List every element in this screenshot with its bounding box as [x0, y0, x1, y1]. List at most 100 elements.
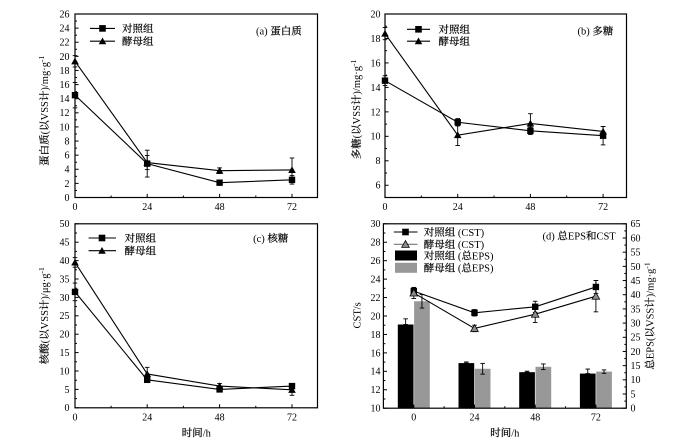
svg-text:(: ( — [352, 134, 363, 138]
svg-text:48: 48 — [215, 202, 225, 213]
svg-text:26: 26 — [60, 9, 70, 20]
svg-text:(b): (b) — [578, 27, 593, 38]
svg-text:18: 18 — [60, 66, 70, 77]
svg-text:0: 0 — [383, 202, 388, 213]
svg-text:18: 18 — [371, 34, 381, 45]
svg-text:)/mg·g: )/mg·g — [646, 268, 657, 297]
svg-text:(: ( — [455, 264, 462, 275]
svg-text:EPS: EPS — [568, 232, 586, 243]
svg-text:VSS: VSS — [352, 105, 363, 124]
svg-text:48: 48 — [215, 413, 225, 424]
svg-text:15: 15 — [631, 361, 641, 372]
svg-text:-1: -1 — [643, 262, 652, 269]
svg-text:VSS: VSS — [646, 308, 657, 327]
svg-text:25: 25 — [631, 333, 641, 344]
svg-text:20: 20 — [60, 330, 70, 341]
svg-text:72: 72 — [591, 413, 601, 424]
svg-text:10: 10 — [60, 122, 70, 133]
svg-text:26: 26 — [371, 256, 381, 267]
svg-text:72: 72 — [287, 413, 297, 424]
svg-text:0: 0 — [411, 413, 416, 424]
svg-text:28: 28 — [371, 238, 381, 249]
svg-text:24: 24 — [60, 24, 70, 35]
svg-text:CST: CST — [596, 232, 616, 243]
svg-text:50: 50 — [631, 262, 641, 273]
svg-text:)/mg·g: )/mg·g — [40, 61, 51, 90]
svg-text:20: 20 — [371, 9, 381, 20]
svg-text:14: 14 — [371, 83, 381, 94]
svg-text:(CST): (CST) — [455, 240, 484, 251]
svg-text:15: 15 — [60, 348, 70, 359]
svg-text:48: 48 — [530, 413, 540, 424]
svg-text:30: 30 — [60, 293, 70, 304]
svg-text:EPS): EPS) — [472, 251, 494, 262]
svg-text:-1: -1 — [37, 56, 46, 63]
svg-text:24: 24 — [453, 202, 463, 213]
svg-text:12: 12 — [371, 385, 381, 396]
svg-text:55: 55 — [631, 248, 641, 259]
svg-text:VSS: VSS — [40, 310, 51, 329]
svg-text:CST/s: CST/s — [352, 302, 363, 328]
svg-text:10: 10 — [371, 132, 381, 143]
svg-text:EPS): EPS) — [472, 264, 494, 275]
svg-text:5: 5 — [631, 389, 636, 400]
svg-text:10: 10 — [60, 366, 70, 377]
svg-text:0: 0 — [73, 202, 78, 213]
svg-text:60: 60 — [631, 233, 641, 244]
svg-text:72: 72 — [287, 202, 297, 213]
svg-text:25: 25 — [60, 311, 70, 322]
svg-text:12: 12 — [371, 107, 381, 118]
svg-text:(: ( — [40, 339, 51, 343]
svg-text:24: 24 — [470, 413, 480, 424]
svg-text:10: 10 — [631, 375, 641, 386]
svg-text:0: 0 — [73, 413, 78, 424]
svg-text:6: 6 — [376, 181, 381, 192]
svg-text:35: 35 — [60, 274, 70, 285]
svg-text:(CST): (CST) — [455, 228, 484, 239]
svg-text:(d): (d) — [543, 232, 558, 243]
svg-text:20: 20 — [371, 311, 381, 322]
svg-text:40: 40 — [60, 256, 70, 267]
svg-text:40: 40 — [631, 290, 641, 301]
svg-text:30: 30 — [631, 318, 641, 329]
svg-text:6: 6 — [65, 151, 70, 162]
svg-text:16: 16 — [60, 80, 70, 91]
svg-text:72: 72 — [598, 202, 608, 213]
svg-text:35: 35 — [631, 304, 641, 315]
svg-text:VSS: VSS — [40, 101, 51, 120]
svg-text:4: 4 — [65, 165, 70, 176]
svg-text:/h: /h — [511, 428, 520, 439]
svg-text:22: 22 — [60, 38, 70, 49]
svg-text:/h: /h — [203, 428, 212, 439]
svg-text:EPS(: EPS( — [646, 337, 657, 359]
svg-text:48: 48 — [525, 202, 535, 213]
svg-text:18: 18 — [371, 330, 381, 341]
svg-text:16: 16 — [371, 58, 381, 69]
svg-text:30: 30 — [371, 219, 381, 230]
svg-text:)/mg·g: )/mg·g — [352, 65, 363, 94]
svg-text:)/μg·g: )/μg·g — [40, 273, 51, 300]
svg-text:(a): (a) — [256, 27, 270, 38]
svg-text:20: 20 — [631, 347, 641, 358]
svg-text:(: ( — [40, 130, 51, 134]
svg-text:24: 24 — [142, 202, 152, 213]
svg-text:0: 0 — [65, 193, 70, 204]
svg-text:65: 65 — [631, 219, 641, 230]
svg-text:12: 12 — [60, 108, 70, 119]
svg-text:2: 2 — [65, 179, 70, 190]
svg-text:50: 50 — [60, 219, 70, 230]
svg-text:8: 8 — [65, 136, 70, 147]
svg-text:-1: -1 — [37, 267, 46, 274]
svg-text:10: 10 — [371, 404, 381, 415]
svg-text:0: 0 — [631, 404, 636, 415]
svg-text:24: 24 — [142, 413, 152, 424]
svg-text:20: 20 — [60, 52, 70, 63]
svg-text:45: 45 — [631, 276, 641, 287]
svg-text:5: 5 — [65, 385, 70, 396]
svg-text:16: 16 — [371, 348, 381, 359]
svg-text:-1: -1 — [349, 59, 358, 66]
svg-text:14: 14 — [371, 367, 381, 378]
svg-text:22: 22 — [371, 293, 381, 304]
svg-text:(c): (c) — [253, 234, 267, 245]
svg-text:8: 8 — [376, 156, 381, 167]
